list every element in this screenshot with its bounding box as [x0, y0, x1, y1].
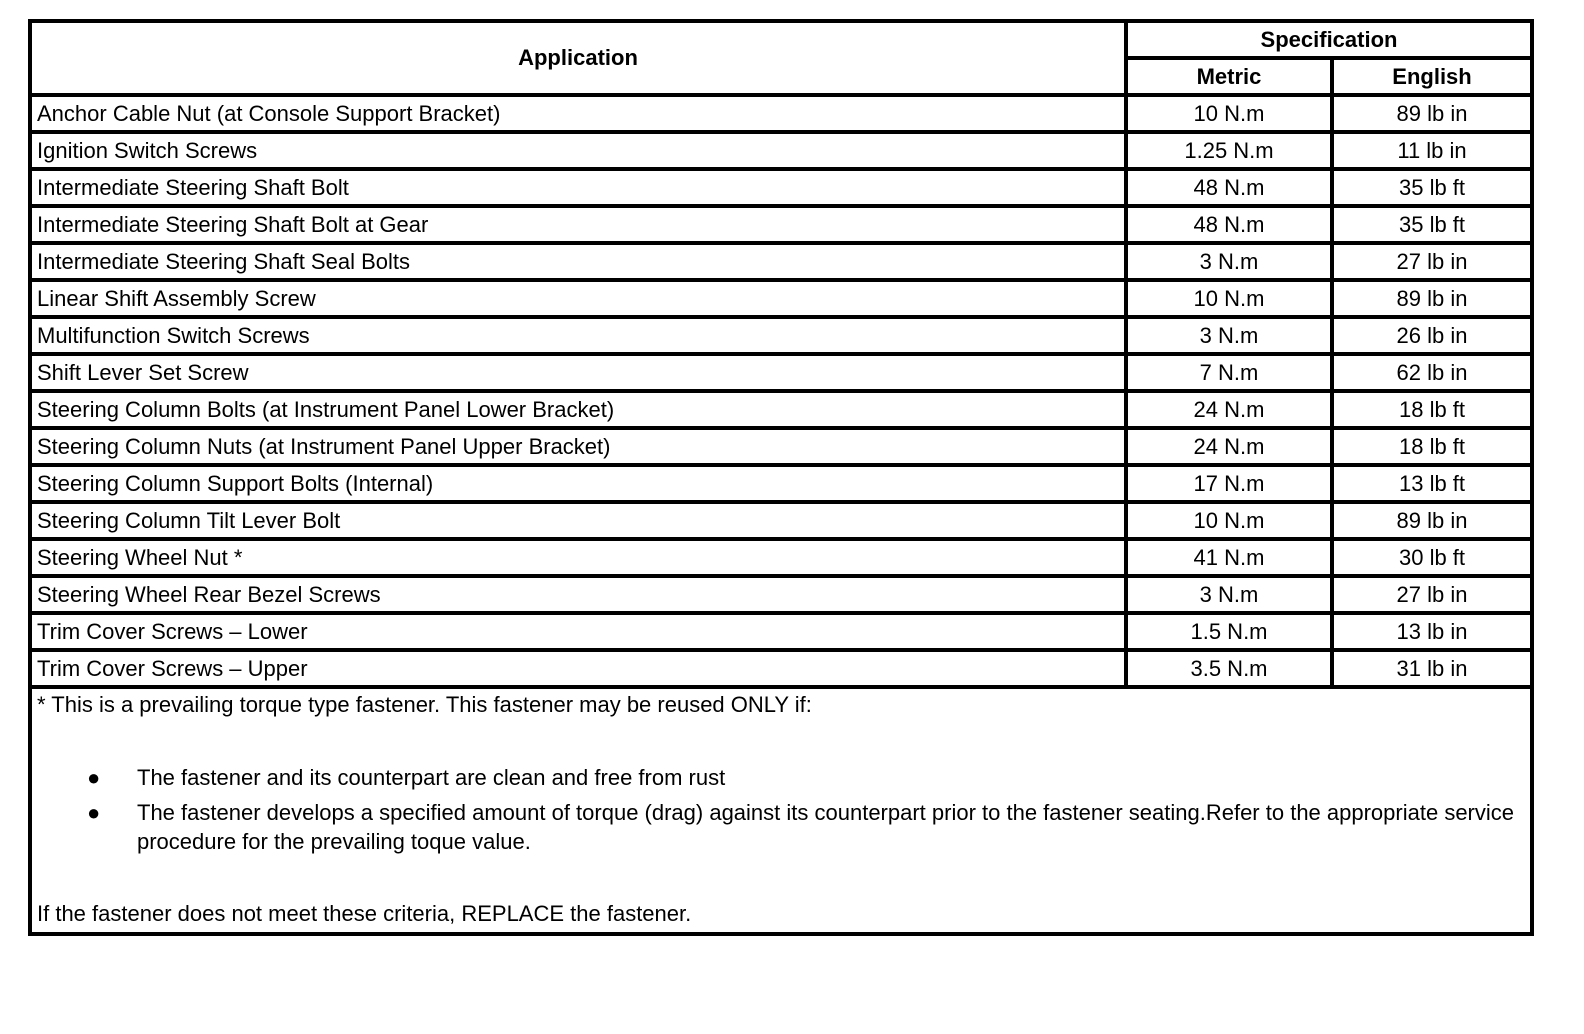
- cell-english: 31 lb in: [1329, 648, 1535, 689]
- table-row: Trim Cover Screws – Lower 1.5 N.m 13 lb in: [28, 611, 1535, 652]
- table-row: Ignition Switch Screws 1.25 N.m 11 lb in: [28, 130, 1535, 171]
- table-row: Steering Column Bolts (at Instrument Pan…: [28, 389, 1535, 430]
- cell-application: Anchor Cable Nut (at Console Support Bra…: [28, 93, 1128, 134]
- cell-english: 18 lb ft: [1329, 389, 1535, 430]
- criteria-item: ● The fastener and its counterpart are cl…: [87, 765, 726, 790]
- table-row: Linear Shift Assembly Screw 10 N.m 89 lb i…: [28, 278, 1535, 319]
- cell-english: 35 lb ft: [1329, 204, 1535, 245]
- cell-metric: 3 N.m: [1124, 315, 1334, 356]
- criteria-item: ● The fastener develops a specified amoun…: [87, 800, 1514, 854]
- cell-application: Steering Column Nuts (at Instrument Pane…: [28, 426, 1128, 467]
- cell-metric: 1.25 N.m: [1124, 130, 1334, 171]
- cell-metric: 24 N.m: [1124, 426, 1334, 467]
- bullet-icon: ●: [87, 800, 101, 825]
- header-metric: Metric: [1124, 56, 1334, 97]
- table-row: Intermediate Steering Shaft Bolt at Gear…: [28, 204, 1535, 245]
- table-row: Steering Column Nuts (at Instrument Pane…: [28, 426, 1535, 467]
- cell-metric: 48 N.m: [1124, 167, 1334, 208]
- cell-application: Steering Wheel Rear Bezel Screws: [28, 574, 1128, 615]
- table-row: Steering Column Tilt Lever Bolt 10 N.m 89 …: [28, 500, 1535, 541]
- cell-metric: 10 N.m: [1124, 500, 1334, 541]
- table-row: Steering Wheel Rear Bezel Screws 3 N.m 27 …: [28, 574, 1535, 615]
- footnote: * This is a prevailing torque type faste…: [27, 685, 1535, 936]
- cell-english: 27 lb in: [1329, 241, 1535, 282]
- cell-metric: 17 N.m: [1124, 463, 1334, 504]
- cell-english: 89 lb in: [1329, 500, 1535, 541]
- table-row: Trim Cover Screws – Upper 3.5 N.m 31 lb in: [28, 648, 1535, 689]
- table-row: Intermediate Steering Shaft Seal Bolts 3 …: [28, 241, 1535, 282]
- cell-metric: 48 N.m: [1124, 204, 1334, 245]
- cell-metric: 1.5 N.m: [1124, 611, 1334, 652]
- cell-english: 13 lb in: [1329, 611, 1535, 652]
- cell-application: Steering Column Support Bolts (Internal): [28, 463, 1128, 504]
- cell-english: 11 lb in: [1329, 130, 1535, 171]
- cell-application: Linear Shift Assembly Screw: [28, 278, 1128, 319]
- cell-application: Intermediate Steering Shaft Bolt at Gear: [28, 204, 1128, 245]
- footnote-intro: * This is a prevailing torque type faste…: [37, 692, 812, 717]
- cell-application: Shift Lever Set Screw: [28, 352, 1128, 393]
- header-english: English: [1329, 56, 1535, 97]
- cell-metric: 3.5 N.m: [1124, 648, 1334, 689]
- table-row: Shift Lever Set Screw 7 N.m 62 lb in: [28, 352, 1535, 393]
- cell-english: 89 lb in: [1329, 278, 1535, 319]
- footnote-criteria-list: ● The fastener and its counterpart are cl…: [37, 763, 1525, 856]
- cell-metric: 3 N.m: [1124, 241, 1334, 282]
- cell-english: 13 lb ft: [1329, 463, 1535, 504]
- footnote-closing: If the fastener does not meet these crit…: [37, 901, 692, 926]
- cell-metric: 3 N.m: [1124, 574, 1334, 615]
- header-specification: Specification: [1123, 19, 1535, 60]
- cell-application: Steering Column Bolts (at Instrument Pan…: [28, 389, 1128, 430]
- table-row: Steering Wheel Nut * 41 N.m 30 lb ft: [28, 537, 1535, 578]
- cell-english: 35 lb ft: [1329, 167, 1535, 208]
- cell-metric: 10 N.m: [1124, 278, 1334, 319]
- cell-english: 89 lb in: [1329, 93, 1535, 134]
- table-row: Anchor Cable Nut (at Console Support Bra…: [28, 93, 1535, 134]
- cell-metric: 41 N.m: [1124, 537, 1334, 578]
- bullet-icon: ●: [87, 765, 101, 790]
- cell-application: Intermediate Steering Shaft Bolt: [28, 167, 1128, 208]
- table-row: Intermediate Steering Shaft Bolt 48 N.m 35…: [28, 167, 1535, 208]
- table-row: Steering Column Support Bolts (Internal)…: [28, 463, 1535, 504]
- cell-application: Trim Cover Screws – Upper: [28, 648, 1128, 689]
- cell-english: 30 lb ft: [1329, 537, 1535, 578]
- cell-english: 26 lb in: [1329, 315, 1535, 356]
- cell-application: Steering Wheel Nut *: [28, 537, 1128, 578]
- table-row: Multifunction Switch Screws 3 N.m 26 lb in: [28, 315, 1535, 356]
- cell-english: 18 lb ft: [1329, 426, 1535, 467]
- cell-application: Ignition Switch Screws: [28, 130, 1128, 171]
- torque-specification-table: Application Specification Metric English…: [27, 19, 1535, 936]
- cell-english: 62 lb in: [1329, 352, 1535, 393]
- cell-application: Intermediate Steering Shaft Seal Bolts: [28, 241, 1128, 282]
- cell-metric: 7 N.m: [1124, 352, 1334, 393]
- cell-metric: 24 N.m: [1124, 389, 1334, 430]
- header-application: Application: [28, 19, 1128, 97]
- cell-application: Multifunction Switch Screws: [28, 315, 1128, 356]
- cell-english: 27 lb in: [1329, 574, 1535, 615]
- cell-application: Steering Column Tilt Lever Bolt: [28, 500, 1128, 541]
- cell-application: Trim Cover Screws – Lower: [28, 611, 1128, 652]
- cell-metric: 10 N.m: [1124, 93, 1334, 134]
